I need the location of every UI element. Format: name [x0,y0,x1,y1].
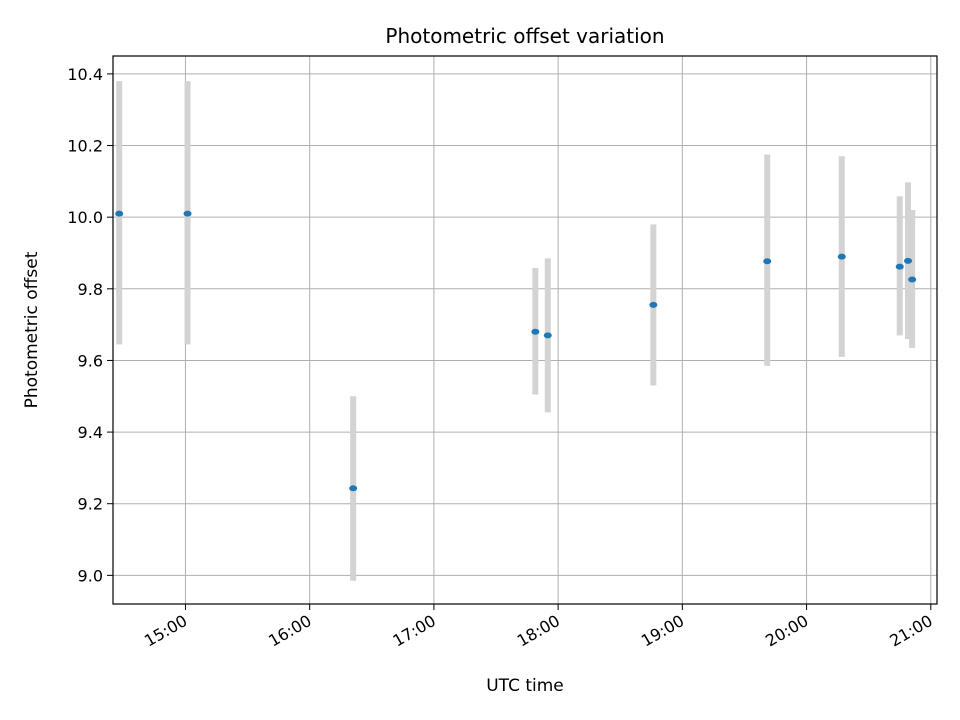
y-tick-label: 10.2 [67,137,103,156]
data-point [649,301,658,308]
grid [113,56,937,604]
data-point [837,253,846,260]
data-point [904,257,913,264]
y-tick-label: 9.4 [78,423,103,442]
chart-title: Photometric offset variation [385,24,664,48]
data-point [895,263,904,270]
data-point [183,210,192,217]
y-tick-label: 10.4 [67,65,103,84]
y-axis-ticks: 9.0 9.2 9.4 9.6 9.8 10.0 10.2 10.4 [67,65,113,585]
data-point [349,485,358,492]
data-points [115,210,917,492]
y-axis-label: Photometric offset [22,251,42,408]
y-tick-label: 9.2 [78,495,103,514]
plot-frame [112,55,938,605]
x-axis-label: UTC time [486,676,564,696]
y-tick-label: 9.0 [78,566,103,585]
y-tick-label: 9.8 [78,280,103,299]
y-tick-label: 10.0 [67,208,103,227]
data-point [115,210,124,217]
data-point [763,258,772,265]
data-point [908,276,917,283]
data-point [531,328,540,335]
data-point [543,332,552,339]
y-tick-label: 9.6 [78,351,103,370]
